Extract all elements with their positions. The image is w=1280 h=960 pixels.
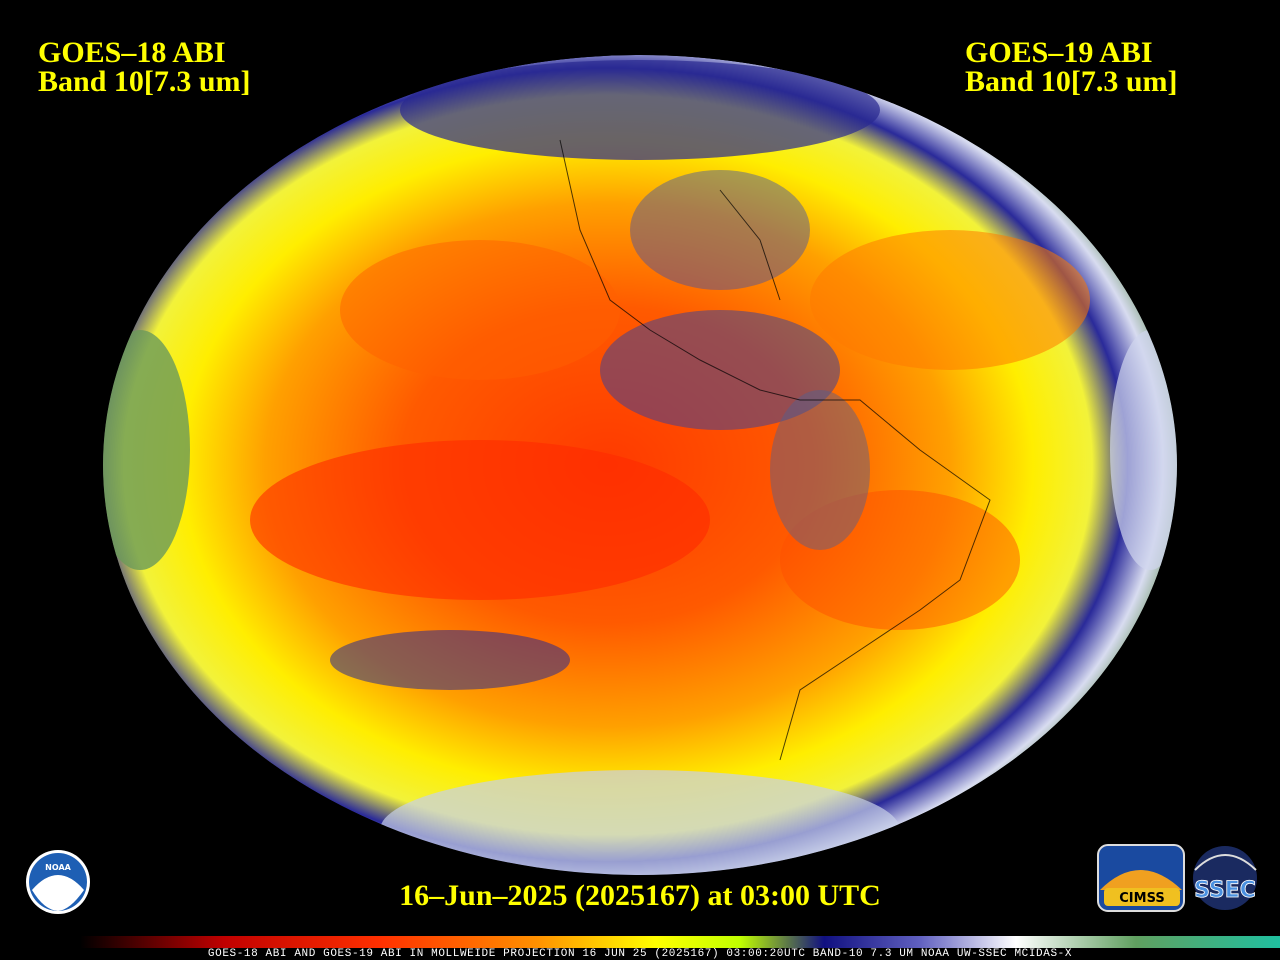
footer-caption: GOES-18 ABI AND GOES-19 ABI IN MOLLWEIDE… bbox=[208, 948, 1072, 960]
coastlines bbox=[559, 139, 991, 761]
color-bar bbox=[80, 936, 1280, 948]
right-satellite: GOES–19 ABI bbox=[965, 36, 1153, 69]
noaa-logo: NOAA bbox=[26, 850, 90, 914]
ssec-text: SSEC bbox=[1194, 878, 1256, 903]
left-satellite: GOES–18 ABI bbox=[38, 36, 226, 69]
left-band: Band 10[7.3 um] bbox=[38, 65, 251, 98]
ssec-logo: SSEC bbox=[1193, 846, 1257, 910]
footer-band bbox=[0, 948, 1280, 960]
cimss-text: CIMSS bbox=[1119, 891, 1164, 906]
right-band: Band 10[7.3 um] bbox=[965, 65, 1178, 98]
timestamp: 16–Jun–2025 (2025167) at 03:00 UTC bbox=[399, 879, 881, 912]
earth-disk bbox=[103, 55, 1177, 875]
noaa-text: NOAA bbox=[45, 863, 71, 872]
cimss-logo: CIMSS bbox=[1097, 844, 1185, 912]
